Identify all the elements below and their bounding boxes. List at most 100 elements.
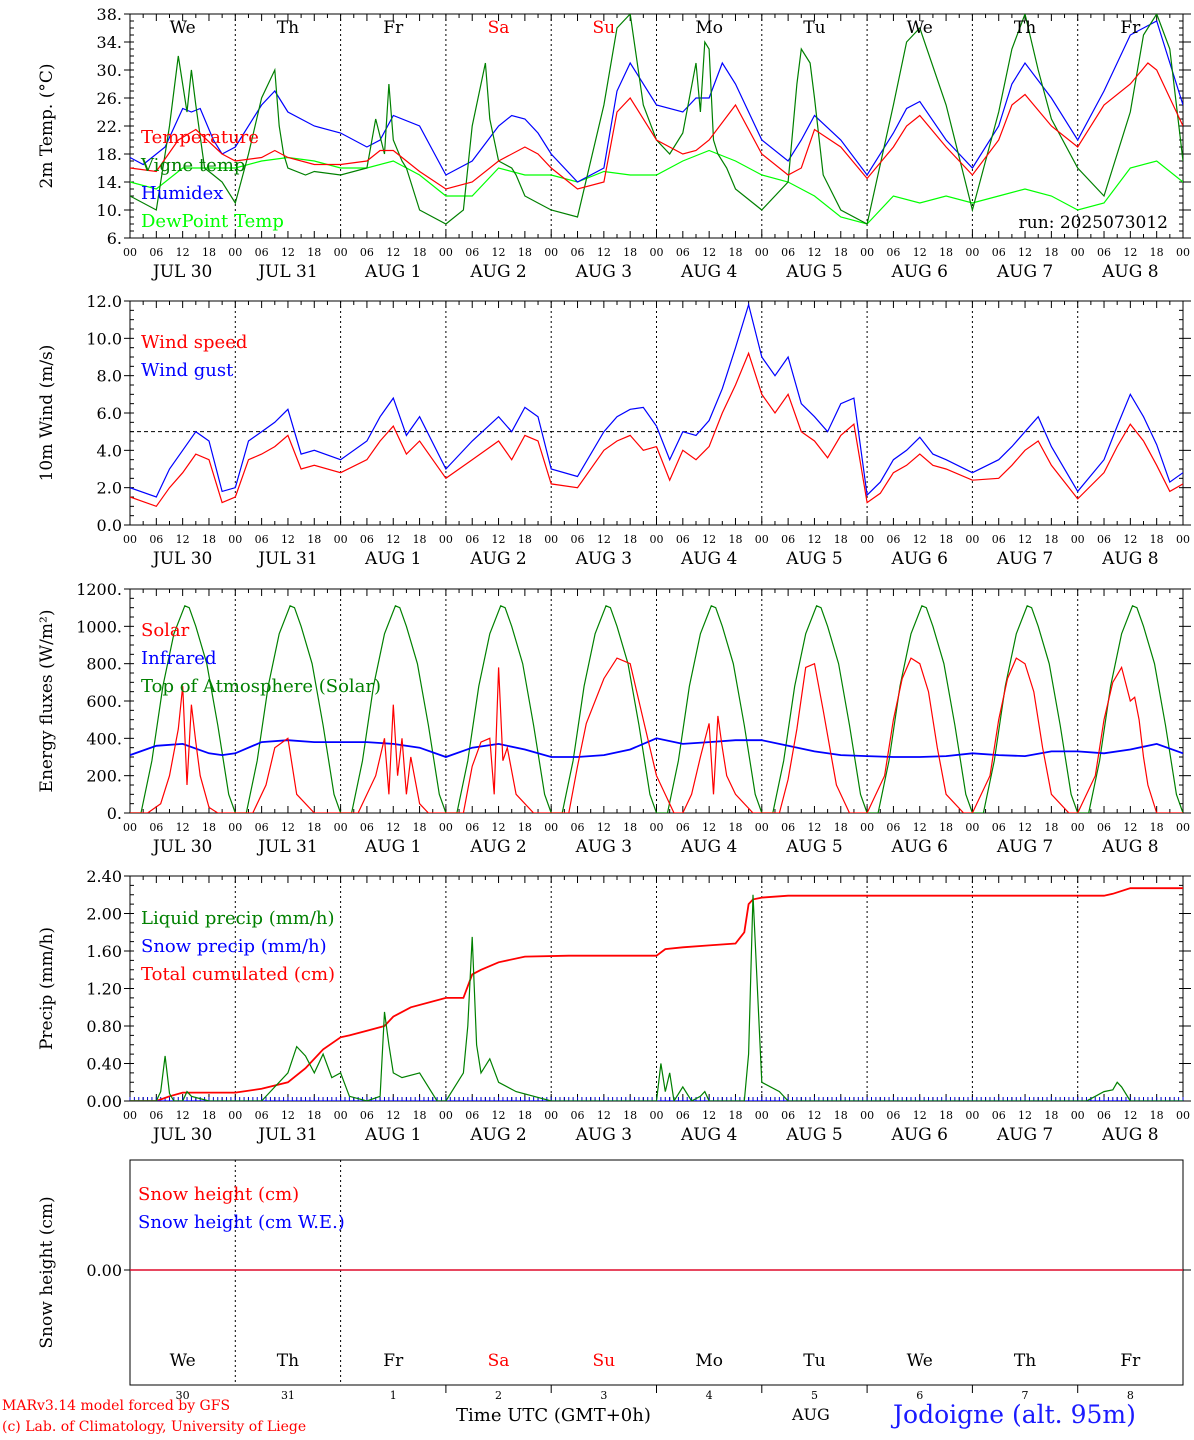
x-hour-label: 00: [228, 1109, 242, 1122]
x-date-label: AUG 7: [996, 1125, 1053, 1145]
x-hour-label: 06: [676, 821, 690, 834]
x-hour-label: 06: [360, 1109, 374, 1122]
credit-line-2: (c) Lab. of Climatology, University of L…: [2, 1419, 307, 1435]
x-hour-label: 12: [281, 246, 295, 259]
panel-1: 00 06 12 18 00 06 12 18 00 06 12 18 00 06 12 18 00 06 12 18…: [37, 5, 1191, 282]
x-hour-label: 00: [755, 821, 769, 834]
x-hour-label: 00: [650, 533, 664, 546]
x-hour-label: 18: [623, 533, 637, 546]
series-line-wind-speed: [130, 351, 1183, 508]
x-hour-label: 12: [1123, 1109, 1137, 1122]
y-tick-label: 1.60: [86, 942, 122, 961]
x-date-label: AUG 5: [785, 549, 842, 569]
x-hour-label: 00: [334, 246, 348, 259]
day-name: Su: [593, 18, 616, 38]
x-hour-label: 18: [939, 246, 953, 259]
x-hour-label: 06: [992, 246, 1006, 259]
x-date-label: AUG 2: [469, 837, 526, 857]
y-axis-label: 2m Temp. (°C): [37, 63, 57, 188]
x-hour-label: 06: [886, 246, 900, 259]
x-hour-label: 12: [807, 821, 821, 834]
x-date-label: AUG 6: [891, 262, 948, 282]
bottom-day-number: 8: [1127, 1389, 1134, 1402]
x-hour-label: 06: [992, 821, 1006, 834]
legend-entry: DewPoint Temp: [141, 211, 284, 232]
legend-entry: Liquid precip (mm/h): [141, 908, 335, 929]
x-date-label: AUG 2: [469, 549, 526, 569]
y-tick-label: 12.0: [86, 292, 122, 311]
y-tick-label: 400.: [86, 729, 122, 748]
day-name: Fr: [383, 1351, 404, 1371]
x-hour-label: 12: [1123, 246, 1137, 259]
x-hour-label: 00: [1176, 1109, 1190, 1122]
x-date-label: JUL 30: [151, 837, 212, 857]
x-hour-label: 18: [623, 246, 637, 259]
y-tick-label: 10.0: [86, 329, 122, 348]
x-hour-label: 06: [465, 246, 479, 259]
x-hour-label: 18: [307, 1109, 321, 1122]
x-hour-label: 00: [334, 1109, 348, 1122]
x-hour-label: 12: [386, 533, 400, 546]
day-name: Tu: [803, 1351, 825, 1371]
day-name: Fr: [1120, 18, 1141, 38]
x-hour-label: 06: [886, 1109, 900, 1122]
x-date-label: AUG 3: [575, 549, 632, 569]
x-hour-label: 00: [860, 821, 874, 834]
y-tick-label: 2.0: [97, 479, 122, 498]
x-hour-label: 18: [939, 533, 953, 546]
x-hour-label: 12: [1123, 821, 1137, 834]
x-hour-label: 00: [755, 246, 769, 259]
x-hour-label: 06: [571, 533, 585, 546]
x-hour-label: 12: [702, 821, 716, 834]
x-hour-label: 18: [413, 533, 427, 546]
legend-entry: Vigne temp: [140, 155, 245, 176]
x-hour-label: 00: [544, 246, 558, 259]
day-name: Sa: [488, 18, 510, 38]
y-tick-label: 1000.: [76, 617, 122, 636]
x-hour-label: 18: [518, 246, 532, 259]
x-hour-label: 06: [676, 246, 690, 259]
x-hour-label: 12: [1018, 821, 1032, 834]
x-hour-label: 00: [755, 1109, 769, 1122]
x-hour-label: 06: [360, 821, 374, 834]
panel-3: 00 06 12 18 00 06 12 18 00 06 12 18 00 06 12 18 00 06 12 18…: [37, 580, 1191, 857]
x-hour-label: 00: [1071, 821, 1085, 834]
x-hour-label: 12: [492, 821, 506, 834]
series-line-infrared: [130, 737, 1183, 758]
series-line-solar: [130, 657, 1183, 813]
x-hour-label: 18: [834, 533, 848, 546]
x-hour-label: 00: [1176, 246, 1190, 259]
x-hour-label: 06: [255, 821, 269, 834]
y-tick-label: 10.: [97, 201, 122, 220]
x-hour-label: 06: [1097, 533, 1111, 546]
x-hour-label: 00: [544, 533, 558, 546]
x-hour-label: 18: [1044, 1109, 1058, 1122]
legend-entry: Humidex: [141, 183, 223, 204]
series-line-wind-gust: [130, 302, 1183, 498]
series-line-dewpoint-temp: [130, 149, 1183, 225]
x-hour-label: 12: [176, 1109, 190, 1122]
x-hour-label: 00: [650, 821, 664, 834]
x-hour-label: 18: [413, 821, 427, 834]
bottom-month-label: AUG: [792, 1405, 830, 1424]
y-tick-label: 38.: [97, 5, 122, 24]
x-hour-label: 00: [439, 821, 453, 834]
x-hour-label: 12: [597, 821, 611, 834]
y-tick-label: 18.: [97, 145, 122, 164]
x-hour-label: 18: [728, 246, 742, 259]
x-hour-label: 18: [623, 1109, 637, 1122]
x-hour-label: 00: [1071, 533, 1085, 546]
x-hour-label: 06: [571, 1109, 585, 1122]
x-date-label: AUG 6: [891, 837, 948, 857]
x-hour-label: 18: [413, 1109, 427, 1122]
day-name: Th: [1014, 18, 1036, 38]
y-tick-label: 0.00: [86, 1092, 122, 1111]
x-hour-label: 18: [202, 1109, 216, 1122]
x-hour-label: 00: [965, 821, 979, 834]
x-hour-label: 06: [781, 821, 795, 834]
x-hour-label: 12: [807, 246, 821, 259]
x-hour-label: 18: [623, 821, 637, 834]
y-tick-label: 14.: [97, 173, 122, 192]
y-axis-label: Energy fluxes (W/m²): [37, 610, 57, 793]
x-hour-label: 00: [123, 533, 137, 546]
